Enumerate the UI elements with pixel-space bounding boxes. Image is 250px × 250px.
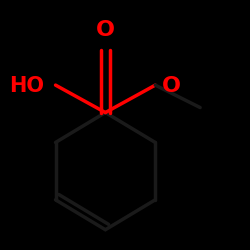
Text: HO: HO [9,76,44,96]
Text: O: O [96,20,115,40]
Text: O: O [162,76,180,96]
